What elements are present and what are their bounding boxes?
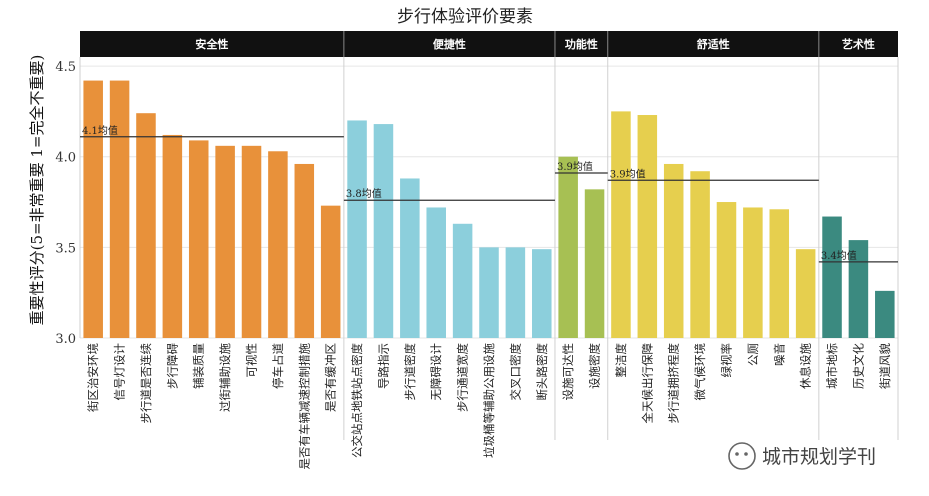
- y-tick-label: 3.0: [55, 332, 76, 347]
- group-header-label: 安全性: [195, 37, 228, 51]
- y-axis-label: 重要性评分(5=非常重要 1=完全不重要): [28, 55, 46, 326]
- y-tick-label: 4.0: [55, 151, 76, 166]
- x-tick-label: 可视性: [245, 343, 259, 378]
- bar: [400, 178, 420, 338]
- x-tick-label: 是否有缓冲区: [324, 343, 338, 412]
- x-tick-label: 步行道拥挤程度: [667, 343, 681, 424]
- bar: [795, 249, 816, 338]
- bar: [241, 145, 262, 338]
- bars: [83, 80, 895, 338]
- bar: [769, 209, 790, 338]
- x-tick-label: 休息设施: [799, 343, 813, 389]
- bar: [848, 240, 869, 338]
- x-tick-label: 步行道密度: [403, 343, 417, 401]
- x-tick-label: 历史文化: [851, 343, 865, 389]
- x-tick-label: 步行通道宽度: [456, 343, 470, 412]
- x-tick-label: 噪音: [772, 343, 786, 366]
- x-tick-label: 铺装质量: [192, 343, 206, 389]
- bar: [109, 80, 130, 338]
- y-axis: 3.0 3.5 4.0 4.5: [55, 60, 76, 347]
- group-header-label: 便捷性: [433, 37, 466, 51]
- group-header-label: 舒适性: [697, 37, 730, 51]
- chart-title: 步行体验评价要素: [397, 7, 533, 27]
- bar: [320, 205, 341, 338]
- x-tick-label: 垃圾桶等辅助公用设施: [482, 343, 496, 458]
- x-tick-label: 绿视率: [719, 343, 733, 378]
- watermark: 城市规划学刊: [728, 442, 876, 470]
- x-tick-label: 公交站点地铁站点密度: [350, 343, 364, 458]
- bar: [584, 189, 605, 338]
- x-tick-label: 街区治安环境: [86, 343, 100, 412]
- bar: [479, 247, 499, 338]
- x-tick-label: 无障碍设计: [429, 343, 443, 401]
- x-tick-label: 设施密度: [588, 343, 602, 389]
- bar: [558, 156, 578, 338]
- bar: [690, 171, 710, 338]
- bar: [268, 151, 288, 338]
- bar: [294, 163, 315, 338]
- x-tick-label: 步行道是否连续: [139, 343, 153, 424]
- x-tick-label: 全天候出行保障: [640, 343, 654, 424]
- x-tick-label: 城市地标: [825, 343, 839, 389]
- x-tick-label: 微气候环境: [693, 343, 707, 401]
- average-lines: 4.1均值 3.8均值 3.9均值 3.9均值 3.4均值: [80, 124, 898, 263]
- bar: [162, 134, 183, 338]
- bar: [188, 140, 209, 338]
- x-tick-label: 停车占道: [271, 343, 285, 389]
- bar: [452, 223, 473, 338]
- average-label: 3.9均值: [557, 160, 593, 173]
- x-tick-label: 导路指示: [376, 343, 390, 389]
- bar: [875, 290, 895, 338]
- bar: [136, 113, 156, 338]
- bar: [532, 249, 552, 338]
- average-label: 4.1均值: [82, 124, 118, 137]
- group-header-1: [80, 31, 344, 57]
- bar: [373, 124, 394, 338]
- bar: [215, 145, 235, 338]
- bar: [505, 247, 526, 338]
- x-tick-label: 过街辅助设施: [218, 343, 232, 412]
- average-label: 3.9均值: [610, 167, 646, 180]
- group-header-5: [818, 31, 898, 57]
- average-label: 3.8均值: [346, 187, 382, 200]
- bar: [822, 216, 842, 338]
- group-header-label: 艺术性: [842, 37, 875, 51]
- y-tick-label: 3.5: [55, 241, 76, 256]
- bar: [743, 207, 763, 338]
- x-tick-label: 整洁度: [614, 343, 628, 378]
- bar: [347, 120, 367, 338]
- bar: [637, 115, 658, 338]
- x-tick-label: 是否有车辆减速控制措施: [297, 343, 311, 470]
- x-tick-label: 公厕: [746, 343, 760, 366]
- average-label: 3.4均值: [821, 249, 857, 262]
- watermark-text: 城市规划学刊: [762, 446, 876, 468]
- wechat-icon: [728, 442, 756, 470]
- bar: [611, 111, 631, 338]
- x-tick-label: 信号灯设计: [113, 343, 127, 401]
- x-tick-label: 断头路密度: [535, 343, 549, 401]
- x-axis-labels: 街区治安环境 信号灯设计 步行道是否连续 步行障碍 铺装质量 过街辅助设施 可视性 停车占道是…: [86, 343, 892, 470]
- wechat-icon-eye-left: [735, 452, 739, 456]
- x-tick-label: 街道风貌: [878, 343, 892, 389]
- group-header-label: 功能性: [565, 37, 598, 51]
- x-tick-label: 步行障碍: [165, 343, 179, 389]
- bar: [716, 202, 737, 338]
- x-tick-label: 交叉口密度: [508, 343, 522, 401]
- group-header-2: [343, 31, 555, 57]
- y-tick-label: 4.5: [55, 60, 76, 75]
- group-header-3: [554, 31, 608, 57]
- x-tick-label: 设施可达性: [561, 343, 575, 401]
- bar: [663, 163, 684, 338]
- bar: [83, 80, 103, 338]
- group-header-4: [607, 31, 819, 57]
- wechat-icon-eye-right: [744, 452, 748, 456]
- bar: [426, 207, 446, 338]
- group-headers: 安全性 便捷性 功能性 舒适性 艺术性: [80, 31, 898, 57]
